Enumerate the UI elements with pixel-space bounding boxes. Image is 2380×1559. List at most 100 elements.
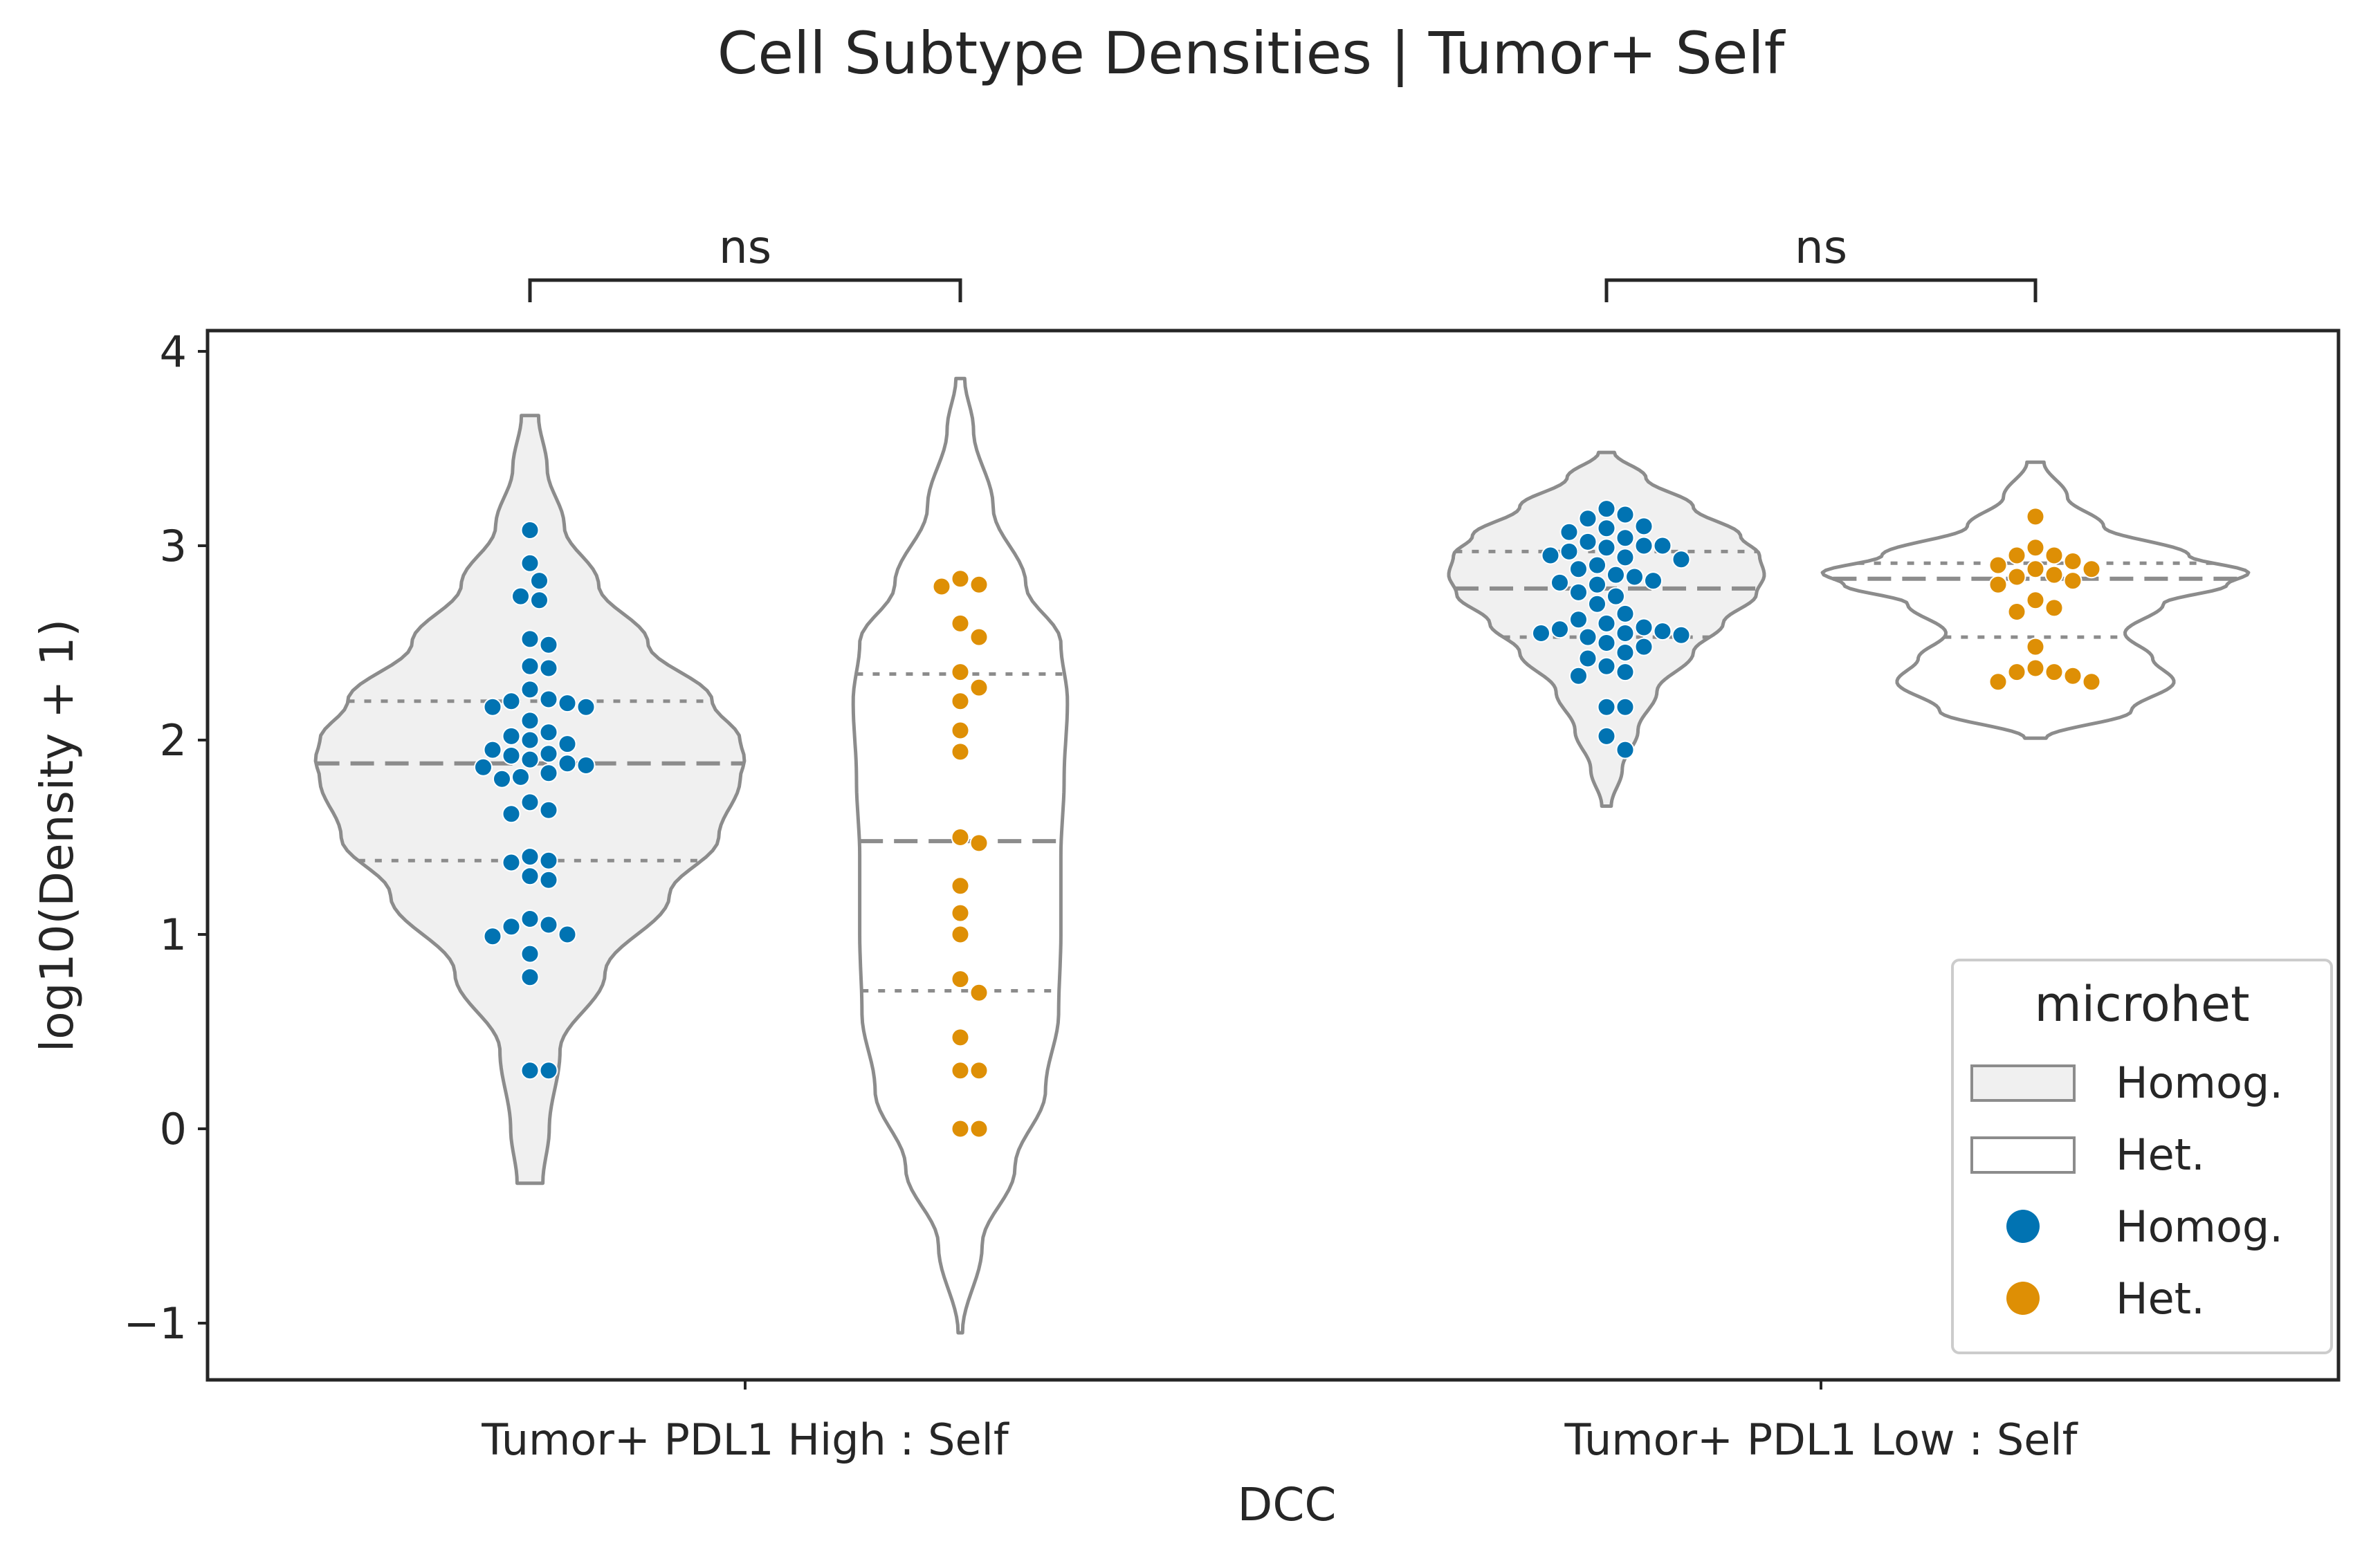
data-point bbox=[2082, 560, 2101, 579]
data-point bbox=[539, 870, 558, 889]
data-point bbox=[520, 944, 540, 963]
legend-label: Homog. bbox=[2116, 1058, 2283, 1108]
data-point bbox=[1672, 550, 1691, 569]
data-point bbox=[969, 1119, 989, 1138]
data-point bbox=[951, 1119, 970, 1138]
data-point bbox=[576, 756, 596, 775]
data-point bbox=[969, 1061, 989, 1080]
data-point bbox=[1597, 499, 1616, 519]
data-point bbox=[539, 635, 558, 654]
data-point bbox=[483, 927, 502, 946]
legend-label: Het. bbox=[2116, 1129, 2205, 1180]
data-point bbox=[1559, 522, 1579, 542]
data-point bbox=[932, 577, 951, 596]
axes: −1 0 1 2 3 4 Tumor+ PDL1 High : Self Tumor+ PDL… bbox=[124, 326, 2079, 1465]
data-point bbox=[576, 697, 596, 717]
data-point bbox=[2044, 546, 2064, 565]
data-point bbox=[511, 587, 530, 606]
data-point bbox=[2044, 663, 2064, 682]
data-point bbox=[1597, 614, 1616, 633]
y-axis-label: log10(Density + 1) bbox=[30, 619, 84, 1052]
data-point bbox=[502, 917, 521, 937]
data-point bbox=[502, 853, 521, 872]
data-point bbox=[539, 851, 558, 870]
data-point bbox=[1569, 582, 1588, 602]
data-point bbox=[1634, 637, 1654, 656]
data-point bbox=[520, 711, 540, 730]
data-point bbox=[539, 1061, 558, 1080]
data-point bbox=[1597, 634, 1616, 652]
data-point bbox=[520, 867, 540, 886]
data-point bbox=[520, 910, 540, 928]
data-point bbox=[969, 833, 989, 853]
data-point bbox=[951, 876, 970, 896]
data-point bbox=[520, 793, 540, 812]
data-point bbox=[474, 757, 493, 777]
data-point bbox=[1588, 594, 1606, 614]
data-point bbox=[1597, 726, 1616, 746]
data-point bbox=[2026, 560, 2045, 579]
data-point bbox=[502, 726, 521, 746]
data-point bbox=[969, 627, 989, 647]
data-point bbox=[2044, 565, 2064, 584]
data-point bbox=[951, 663, 970, 682]
data-point bbox=[2044, 598, 2064, 618]
data-point bbox=[502, 746, 521, 765]
data-point bbox=[1988, 575, 2008, 594]
legend-patch bbox=[1970, 1136, 2076, 1174]
data-point bbox=[539, 915, 558, 934]
significance-label: ns bbox=[719, 221, 771, 274]
data-point bbox=[969, 983, 989, 1002]
data-point bbox=[1569, 666, 1588, 685]
data-point bbox=[558, 694, 577, 713]
y-tick-label: −1 bbox=[124, 1298, 187, 1349]
data-point bbox=[2063, 571, 2082, 591]
data-point bbox=[2007, 663, 2026, 682]
data-point bbox=[1588, 575, 1606, 594]
data-point bbox=[1597, 519, 1616, 538]
data-point bbox=[1653, 536, 1672, 555]
data-point bbox=[1569, 610, 1588, 629]
data-point bbox=[520, 730, 540, 750]
data-point bbox=[1578, 509, 1598, 528]
data-point bbox=[951, 970, 970, 989]
violin-group-0 bbox=[313, 414, 747, 1186]
data-point bbox=[1597, 697, 1616, 717]
significance-annotations: ns ns bbox=[528, 221, 2038, 302]
data-point bbox=[1988, 555, 2008, 575]
data-point bbox=[1615, 643, 1635, 662]
data-point bbox=[1634, 618, 1654, 637]
data-point bbox=[1653, 622, 1672, 641]
data-point bbox=[520, 750, 540, 769]
data-point bbox=[969, 678, 989, 697]
data-point bbox=[539, 744, 558, 764]
data-point bbox=[2082, 672, 2101, 692]
data-point bbox=[520, 656, 540, 676]
significance-bracket bbox=[1604, 278, 2038, 302]
data-point bbox=[1597, 656, 1616, 676]
data-point bbox=[558, 925, 577, 944]
data-point bbox=[1588, 555, 1606, 575]
legend-dot bbox=[2006, 1210, 2040, 1243]
data-point bbox=[1606, 565, 1625, 584]
significance-label: ns bbox=[1795, 221, 1847, 274]
data-point bbox=[530, 571, 549, 591]
legend-label: Het. bbox=[2116, 1273, 2205, 1324]
data-point bbox=[951, 614, 970, 633]
data-point bbox=[1615, 528, 1635, 548]
x-tick-label: Tumor+ PDL1 Low : Self bbox=[1564, 1414, 2078, 1465]
legend-patch bbox=[1970, 1064, 2076, 1102]
data-point bbox=[951, 828, 970, 847]
data-point bbox=[558, 754, 577, 773]
violin-group-3 bbox=[1820, 460, 2251, 740]
data-point bbox=[558, 735, 577, 754]
y-tick-label: 4 bbox=[160, 326, 187, 377]
data-point bbox=[520, 629, 540, 649]
data-point bbox=[951, 1061, 970, 1080]
legend-title: microhet bbox=[2034, 976, 2249, 1033]
legend: microhet Homog. Het. Homog. Het. bbox=[1951, 959, 2333, 1354]
data-point bbox=[502, 692, 521, 711]
data-point bbox=[1559, 542, 1579, 561]
plot-frame bbox=[205, 329, 2341, 1382]
data-point bbox=[2026, 591, 2045, 610]
